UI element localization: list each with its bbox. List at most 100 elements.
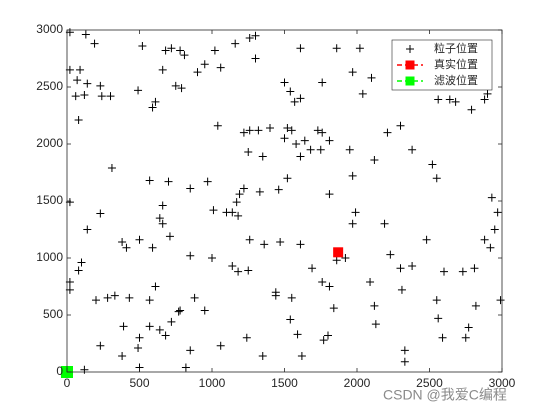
particle-marker bbox=[244, 147, 253, 156]
particle-marker bbox=[151, 97, 160, 106]
particle-marker bbox=[434, 314, 443, 323]
x-tick-label: 0 bbox=[64, 376, 71, 390]
particle-marker bbox=[464, 323, 473, 332]
particle-marker bbox=[286, 315, 295, 324]
particle-marker bbox=[135, 235, 144, 244]
particle-marker bbox=[77, 258, 86, 267]
particle-marker bbox=[174, 307, 183, 316]
particle-marker bbox=[251, 31, 260, 40]
particle-marker bbox=[396, 121, 405, 130]
particle-marker bbox=[155, 325, 164, 334]
particle-marker bbox=[203, 177, 212, 186]
particle-marker bbox=[386, 250, 395, 259]
particle-marker bbox=[74, 116, 83, 125]
particle-marker bbox=[316, 145, 325, 154]
particle-marker bbox=[345, 145, 354, 154]
particle-marker bbox=[145, 176, 154, 185]
particle-marker bbox=[280, 78, 289, 87]
particle-marker bbox=[81, 30, 90, 39]
particle-marker bbox=[186, 184, 195, 193]
particle-marker bbox=[190, 293, 199, 302]
particle-marker bbox=[308, 264, 317, 273]
particle-marker bbox=[164, 177, 173, 186]
particle-marker bbox=[110, 291, 119, 300]
particle-marker bbox=[451, 97, 460, 106]
particle-marker bbox=[167, 317, 176, 326]
particle-marker bbox=[258, 352, 267, 361]
particle-marker bbox=[83, 225, 92, 234]
particle-marker bbox=[232, 198, 241, 207]
square-marker bbox=[333, 247, 344, 258]
particle-marker bbox=[216, 63, 225, 72]
particle-marker bbox=[180, 51, 189, 60]
particle-marker bbox=[332, 256, 341, 265]
particle-marker bbox=[255, 187, 264, 196]
particle-marker bbox=[134, 86, 143, 95]
x-tick-label: 1000 bbox=[199, 376, 226, 390]
particle-marker bbox=[176, 306, 185, 315]
particle-marker bbox=[119, 322, 128, 331]
particle-marker bbox=[271, 288, 280, 297]
particle-marker bbox=[367, 73, 376, 82]
particle-marker bbox=[296, 44, 305, 53]
particle-marker bbox=[106, 92, 115, 101]
particle-marker bbox=[161, 331, 170, 340]
y-tick-label: 0 bbox=[56, 364, 63, 378]
particle-marker bbox=[329, 304, 338, 313]
particle-marker bbox=[158, 65, 167, 74]
particle-marker bbox=[167, 44, 176, 53]
particle-marker bbox=[366, 277, 375, 286]
particle-marker bbox=[280, 134, 289, 143]
particle-marker bbox=[145, 296, 154, 305]
particle-marker bbox=[324, 331, 332, 340]
particle-marker bbox=[432, 174, 441, 183]
particle-marker bbox=[171, 81, 180, 90]
particle-marker bbox=[297, 352, 306, 361]
particle-marker bbox=[287, 126, 296, 135]
particle-marker bbox=[148, 243, 157, 252]
particle-marker bbox=[134, 344, 143, 353]
particle-marker bbox=[186, 346, 195, 355]
particle-marker bbox=[318, 78, 327, 87]
particle-marker bbox=[325, 136, 334, 145]
particle-marker bbox=[486, 243, 495, 252]
y-tick-label: 3000 bbox=[36, 22, 63, 36]
particle-marker bbox=[296, 152, 305, 161]
particle-marker bbox=[165, 232, 174, 241]
y-tick-label: 2500 bbox=[36, 79, 63, 93]
particle-marker bbox=[422, 235, 431, 244]
particle-marker bbox=[239, 128, 248, 137]
particle-marker bbox=[244, 266, 253, 275]
particle-marker bbox=[348, 68, 357, 77]
particle-marker bbox=[458, 267, 467, 276]
square-marker bbox=[405, 60, 415, 70]
particle-marker bbox=[96, 81, 105, 90]
particle-marker bbox=[408, 145, 417, 154]
particle-marker bbox=[287, 293, 296, 302]
particle-marker bbox=[242, 333, 251, 342]
particle-marker bbox=[274, 185, 283, 194]
particle-marker bbox=[210, 46, 219, 55]
particle-marker bbox=[222, 208, 231, 217]
particle-marker bbox=[341, 254, 350, 262]
particle-marker bbox=[80, 90, 89, 99]
particle-marker bbox=[438, 333, 447, 342]
square-marker bbox=[405, 76, 415, 86]
particle-marker bbox=[440, 267, 448, 276]
particle-marker bbox=[432, 296, 441, 305]
particle-marker bbox=[300, 136, 309, 145]
particle-marker bbox=[400, 346, 409, 355]
particle-marker bbox=[125, 293, 134, 302]
particle-marker bbox=[313, 126, 322, 135]
particle-marker bbox=[370, 155, 379, 164]
particle-marker bbox=[496, 296, 505, 305]
particle-marker bbox=[228, 261, 237, 270]
particle-marker bbox=[74, 266, 83, 275]
particle-marker bbox=[231, 39, 240, 48]
legend-label: 粒子位置 bbox=[434, 41, 478, 55]
y-tick-label: 2000 bbox=[36, 136, 63, 150]
particle-marker bbox=[283, 124, 292, 133]
particle-marker bbox=[73, 76, 82, 85]
particle-marker bbox=[118, 352, 127, 361]
y-tick-label: 1000 bbox=[36, 250, 63, 264]
